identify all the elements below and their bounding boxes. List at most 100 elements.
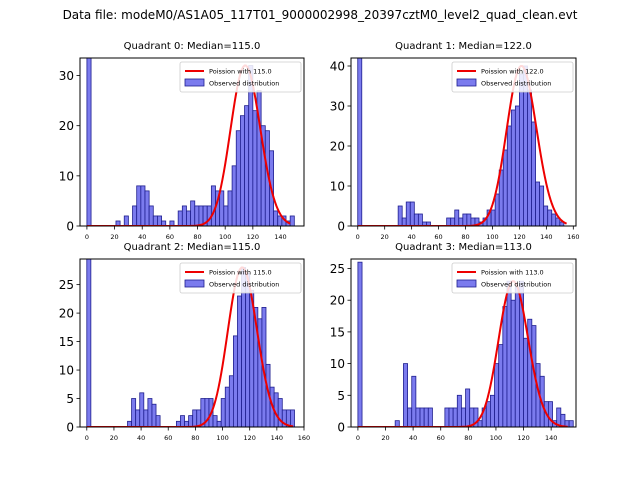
histogram-bar [151, 403, 157, 427]
histogram-bar [148, 205, 154, 226]
histogram-bar [152, 215, 158, 226]
histogram-bar [427, 407, 433, 427]
histogram-bar [216, 420, 222, 427]
histogram-bar [514, 287, 520, 427]
histogram-bar [194, 205, 200, 226]
legend-box [451, 61, 574, 93]
legend-bar-swatch [456, 279, 477, 288]
histogram-bar [212, 415, 218, 427]
histogram-bar [143, 409, 149, 427]
y-tick-label: 15 [330, 325, 345, 339]
x-tick-label: 80 [193, 233, 201, 241]
histogram-bar [277, 215, 283, 226]
x-tick-label: 40 [409, 434, 417, 442]
histogram-bar [543, 205, 549, 226]
histogram-bar [357, 261, 363, 427]
histogram-bar [223, 205, 229, 226]
histogram-bar [131, 398, 137, 427]
histogram-bar [169, 220, 175, 226]
histogram-bar [157, 215, 162, 226]
histogram-bar [405, 201, 411, 226]
histogram-bar [462, 213, 468, 226]
histogram-bar [401, 217, 407, 226]
histogram-bar [123, 215, 129, 226]
legend-label-observed: Observed distribution [209, 281, 279, 289]
histogram-bar [177, 210, 183, 226]
y-tick-label: 20 [59, 307, 74, 321]
histogram-bar [452, 407, 458, 427]
histogram-bar [227, 190, 233, 226]
histogram-bar [417, 213, 423, 226]
legend-label-poisson: Poission with 115.0 [209, 68, 272, 76]
legend-label-observed: Observed distribution [209, 80, 279, 88]
histogram-bar [290, 409, 295, 427]
x-tick-label: 120 [517, 434, 529, 442]
x-tick-label: 120 [247, 233, 259, 241]
histogram-bar [397, 205, 403, 226]
histogram-bar [239, 115, 245, 226]
histogram-bar [413, 213, 419, 226]
x-tick-label: 60 [164, 434, 172, 442]
histogram-bar [498, 344, 504, 427]
histogram-bar [252, 110, 258, 226]
figure-suptitle: Data file: modeM0/AS1A05_117T01_90000029… [62, 8, 578, 22]
legend: Poission with 113.0 Observed distribution [451, 262, 574, 294]
histogram-bar [190, 200, 196, 226]
x-tick-label: 140 [545, 434, 557, 442]
axes-frame [350, 57, 577, 227]
histogram-bar [228, 375, 234, 427]
histogram-bar [456, 394, 462, 427]
subplot-title: Quadrant 1: Median=122.0 [395, 41, 532, 52]
histogram-bar [523, 337, 529, 427]
histogram-bar [450, 217, 456, 226]
histogram-bar [219, 190, 225, 226]
histogram-bar [444, 407, 450, 427]
x-tick-label: 60 [434, 233, 442, 241]
legend-bar-swatch [184, 78, 205, 87]
histogram-bar [210, 185, 216, 226]
subplot-title: Quadrant 2: Median=115.0 [124, 242, 261, 253]
x-tick-label: 100 [219, 233, 231, 241]
legend-label-poisson: Poission with 115.0 [209, 269, 272, 277]
legend: Poission with 115.0 Observed distribution [179, 61, 302, 93]
legend-bar-swatch [456, 78, 477, 87]
histogram-bar [494, 193, 500, 226]
histogram-bar [519, 73, 524, 226]
x-tick-label: 120 [243, 434, 255, 442]
histogram-bar [531, 121, 536, 226]
x-tick-label: 0 [85, 434, 89, 442]
axes-frame [79, 258, 305, 428]
subplot-title: Quadrant 0: Median=115.0 [124, 41, 261, 52]
x-tick-label: 100 [490, 434, 502, 442]
x-tick-label: 20 [381, 233, 389, 241]
histogram-bar [454, 209, 460, 226]
histogram-bar [568, 420, 574, 427]
y-tick-label: 0 [337, 220, 345, 234]
x-tick-label: 140 [271, 434, 283, 442]
histogram-bar [498, 169, 504, 226]
histogram-bar [155, 415, 161, 427]
histogram-bar [86, 58, 92, 226]
histogram-bar [136, 185, 142, 226]
x-tick-label: 20 [110, 233, 118, 241]
histogram-bar [357, 58, 363, 226]
histogram-bar [245, 272, 251, 427]
histogram-bar [477, 420, 483, 427]
histogram-bar [423, 407, 429, 427]
y-tick-label: 10 [330, 357, 345, 371]
x-tick-label: 100 [216, 434, 228, 442]
histogram-bar [461, 407, 466, 427]
axes-frame [79, 57, 305, 227]
histogram-bar [411, 375, 417, 427]
x-tick-label: 0 [356, 434, 360, 442]
x-tick-label: 80 [464, 434, 472, 442]
histogram-bar [403, 363, 408, 427]
legend-bar-swatch [184, 279, 205, 288]
histogram-bar [473, 407, 479, 427]
histogram-bar [547, 209, 553, 226]
histogram-bar [237, 295, 242, 427]
histogram-bar [527, 89, 532, 226]
histogram-bar [115, 220, 121, 226]
x-tick-label: 80 [461, 233, 469, 241]
